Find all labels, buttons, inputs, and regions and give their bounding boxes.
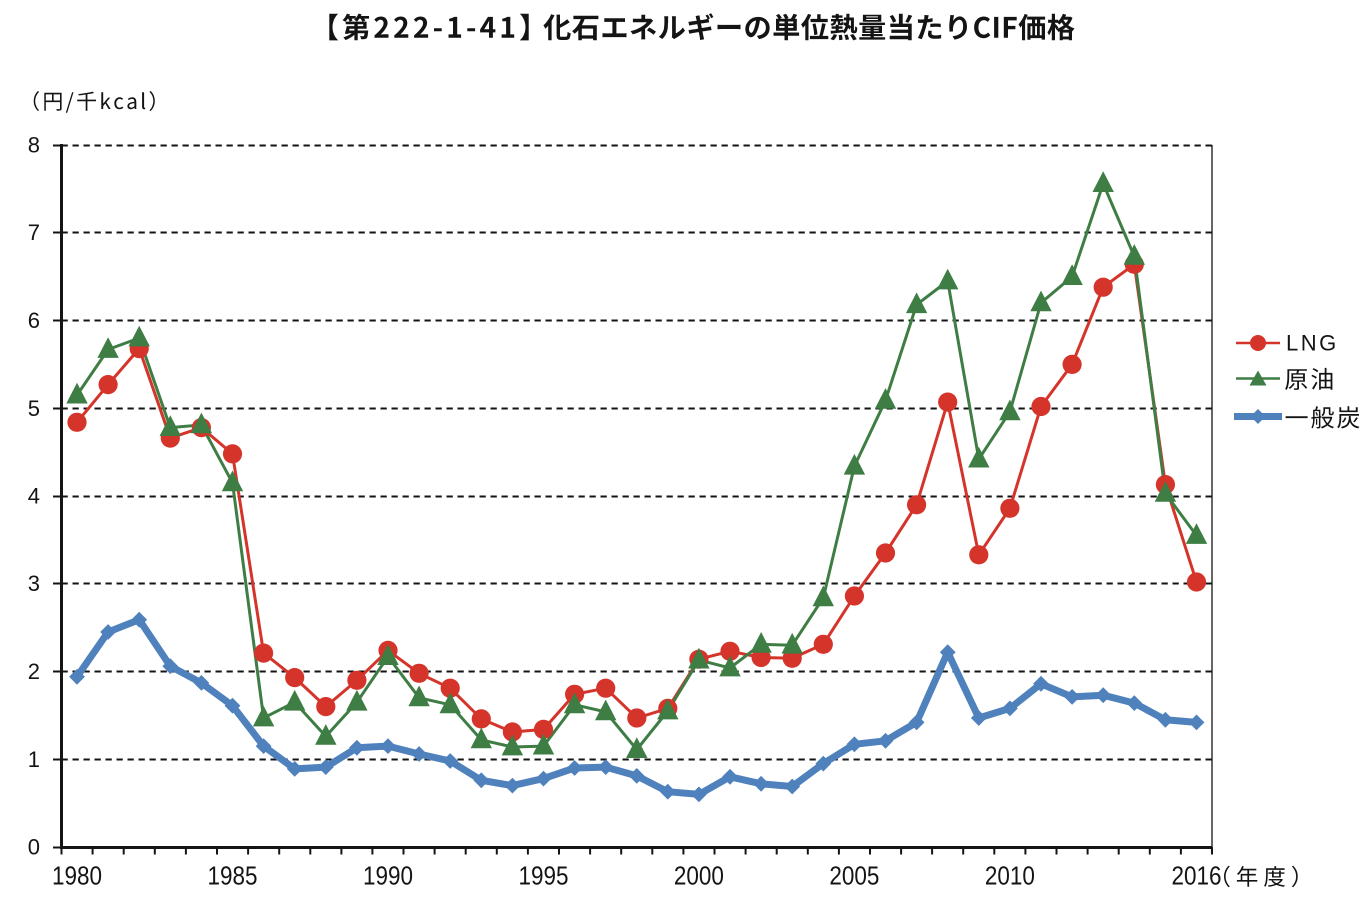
svg-text:3: 3 bbox=[28, 571, 40, 596]
svg-text:2016: 2016 bbox=[1172, 863, 1222, 891]
svg-text:5: 5 bbox=[28, 396, 40, 421]
svg-text:1995: 1995 bbox=[519, 863, 569, 891]
svg-text:1990: 1990 bbox=[363, 863, 413, 891]
svg-text:2005: 2005 bbox=[829, 863, 879, 891]
svg-text:LNG: LNG bbox=[1286, 331, 1339, 356]
svg-text:2: 2 bbox=[28, 659, 40, 684]
svg-text:4: 4 bbox=[28, 484, 40, 509]
svg-text:2000: 2000 bbox=[674, 863, 724, 891]
svg-text:1: 1 bbox=[28, 747, 40, 772]
svg-text:6: 6 bbox=[28, 308, 40, 333]
svg-text:0: 0 bbox=[28, 835, 40, 860]
svg-text:1985: 1985 bbox=[208, 863, 258, 891]
svg-text:7: 7 bbox=[28, 220, 40, 245]
svg-text:2010: 2010 bbox=[985, 863, 1035, 891]
svg-text:1980: 1980 bbox=[52, 863, 102, 891]
svg-text:8: 8 bbox=[28, 133, 40, 158]
